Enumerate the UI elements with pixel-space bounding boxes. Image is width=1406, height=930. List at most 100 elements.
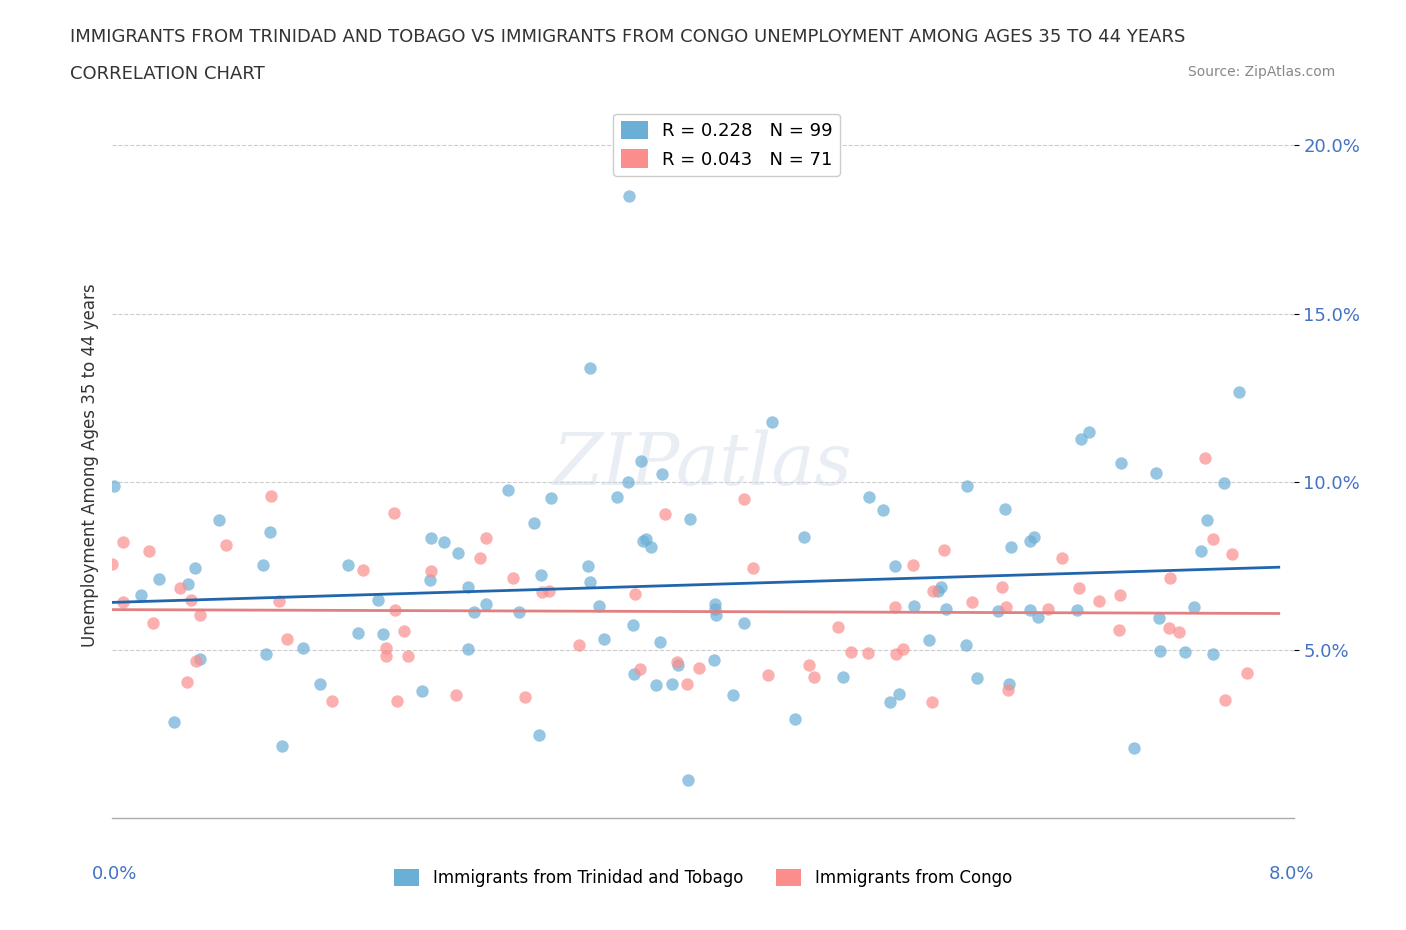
- Point: [169, 581, 191, 596]
- Point: [650, 634, 672, 649]
- Point: [475, 530, 498, 545]
- Point: [1066, 603, 1088, 618]
- Text: CORRELATION CHART: CORRELATION CHART: [70, 65, 266, 83]
- Point: [884, 646, 907, 661]
- Text: 0.0%: 0.0%: [91, 865, 136, 884]
- Point: [994, 599, 1017, 614]
- Point: [921, 583, 943, 598]
- Point: [688, 660, 710, 675]
- Point: [384, 603, 406, 618]
- Point: [276, 631, 298, 646]
- Point: [884, 600, 907, 615]
- Point: [630, 454, 652, 469]
- Point: [188, 607, 211, 622]
- Point: [1026, 609, 1049, 624]
- Point: [215, 538, 238, 552]
- Point: [858, 489, 880, 504]
- Point: [513, 689, 536, 704]
- Point: [617, 474, 640, 489]
- Point: [703, 601, 725, 616]
- Point: [148, 571, 170, 586]
- Point: [530, 584, 553, 599]
- Point: [475, 597, 498, 612]
- Point: [592, 631, 614, 646]
- Point: [661, 676, 683, 691]
- Point: [932, 543, 955, 558]
- Point: [271, 738, 294, 753]
- Point: [927, 583, 949, 598]
- Point: [991, 579, 1014, 594]
- Point: [180, 592, 202, 607]
- Point: [411, 684, 433, 698]
- Point: [703, 653, 725, 668]
- Point: [704, 596, 727, 611]
- Point: [1024, 529, 1046, 544]
- Point: [619, 188, 641, 203]
- Point: [935, 602, 957, 617]
- Point: [797, 658, 820, 672]
- Point: [579, 575, 602, 590]
- Point: [994, 501, 1017, 516]
- Point: [444, 687, 467, 702]
- Point: [903, 558, 925, 573]
- Point: [538, 583, 561, 598]
- Point: [960, 594, 983, 609]
- Point: [1070, 432, 1092, 446]
- Point: [1212, 475, 1234, 490]
- Point: [997, 683, 1019, 698]
- Point: [676, 677, 699, 692]
- Point: [163, 714, 186, 729]
- Point: [623, 587, 645, 602]
- Point: [1149, 611, 1171, 626]
- Point: [918, 633, 941, 648]
- Point: [457, 642, 479, 657]
- Point: [101, 557, 124, 572]
- Point: [1227, 385, 1250, 400]
- Point: [373, 627, 395, 642]
- Point: [704, 607, 727, 622]
- Point: [1174, 645, 1197, 660]
- Point: [956, 479, 979, 494]
- Point: [793, 530, 815, 545]
- Point: [321, 694, 343, 709]
- Point: [103, 479, 125, 494]
- Point: [733, 491, 755, 506]
- Point: [292, 641, 315, 656]
- Point: [1109, 456, 1132, 471]
- Point: [921, 695, 943, 710]
- Point: [891, 642, 914, 657]
- Legend: R = 0.228   N = 99, R = 0.043   N = 71: R = 0.228 N = 99, R = 0.043 N = 71: [613, 113, 839, 176]
- Point: [1202, 647, 1225, 662]
- Point: [1222, 547, 1244, 562]
- Point: [259, 525, 281, 539]
- Point: [666, 658, 689, 672]
- Point: [872, 502, 894, 517]
- Point: [966, 671, 988, 685]
- Text: IMMIGRANTS FROM TRINIDAD AND TOBAGO VS IMMIGRANTS FROM CONGO UNEMPLOYMENT AMONG : IMMIGRANTS FROM TRINIDAD AND TOBAGO VS I…: [70, 28, 1185, 46]
- Point: [112, 535, 135, 550]
- Legend: Immigrants from Trinidad and Tobago, Immigrants from Congo: Immigrants from Trinidad and Tobago, Imm…: [388, 862, 1018, 894]
- Point: [640, 539, 662, 554]
- Point: [382, 506, 405, 521]
- Point: [1144, 466, 1167, 481]
- Point: [1159, 571, 1181, 586]
- Point: [367, 592, 389, 607]
- Point: [419, 573, 441, 588]
- Point: [508, 604, 530, 619]
- Point: [540, 490, 562, 505]
- Point: [433, 535, 456, 550]
- Point: [839, 644, 862, 659]
- Point: [142, 615, 165, 630]
- Point: [252, 557, 274, 572]
- Point: [628, 662, 651, 677]
- Point: [457, 579, 479, 594]
- Point: [761, 415, 783, 430]
- Point: [1167, 625, 1189, 640]
- Point: [138, 544, 160, 559]
- Point: [903, 598, 925, 613]
- Point: [997, 676, 1019, 691]
- Point: [184, 561, 207, 576]
- Point: [392, 624, 415, 639]
- Text: 8.0%: 8.0%: [1270, 865, 1315, 884]
- Point: [1088, 593, 1111, 608]
